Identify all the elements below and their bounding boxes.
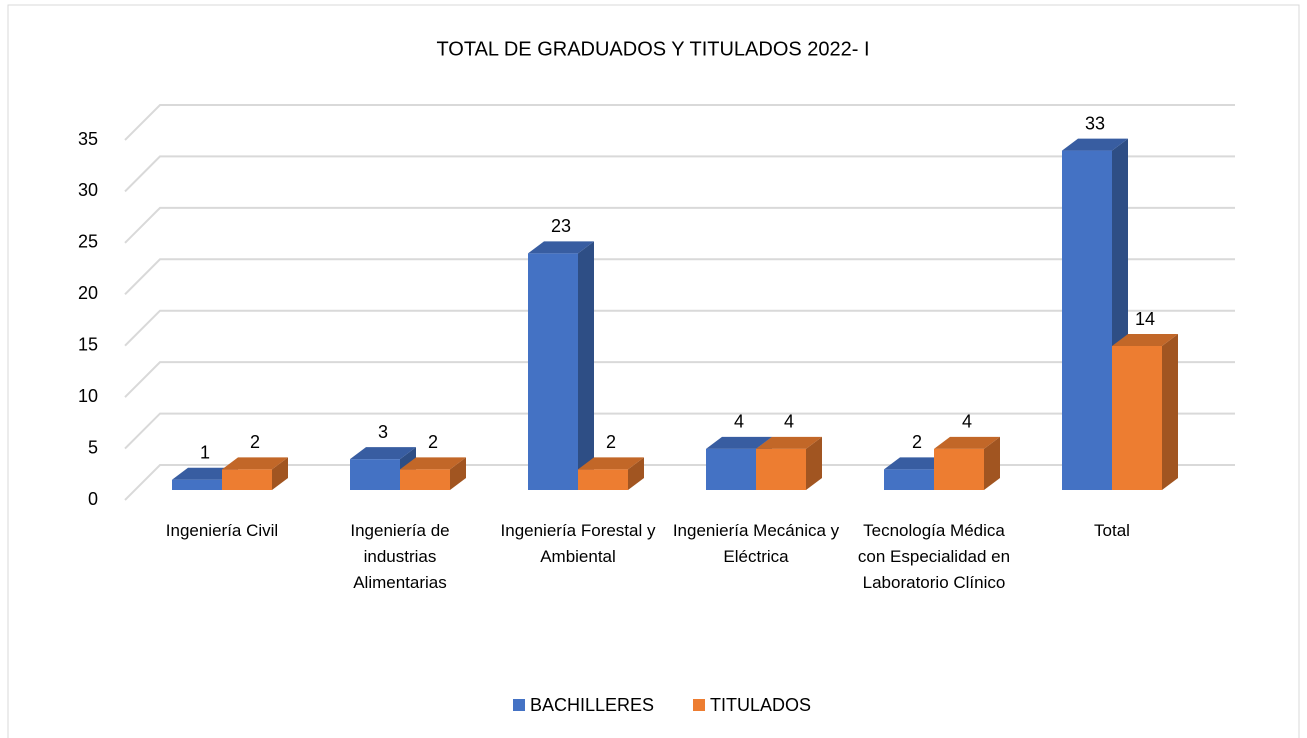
- y-tick-label: 25: [78, 232, 98, 252]
- legend-label: BACHILLERES: [530, 695, 654, 715]
- grid-line: [124, 309, 1235, 347]
- data-label: 14: [1135, 309, 1155, 329]
- x-tick-label: Tecnología Médica con Especialidad en La…: [857, 521, 1011, 592]
- bar-face: [578, 469, 628, 490]
- bar-face: [578, 457, 644, 470]
- bar-face: [450, 457, 466, 490]
- bar-face: [806, 436, 822, 490]
- grid-line: [124, 464, 1235, 501]
- data-label: 2: [428, 432, 438, 452]
- bar-face: [172, 479, 222, 490]
- x-tick-label: Ingeniería de industrias Alimentarias: [350, 521, 450, 592]
- bar-face: [1162, 334, 1178, 490]
- bar-face: [706, 436, 772, 449]
- data-label: 3: [378, 422, 388, 442]
- bar-face: [756, 448, 806, 490]
- legend-swatch: [513, 699, 525, 711]
- grid-line: [124, 258, 1235, 295]
- bar: [400, 457, 466, 490]
- bar-face: [222, 457, 288, 470]
- legend-label: TITULADOS: [710, 695, 811, 715]
- bar-face: [884, 469, 934, 490]
- y-tick-label: 15: [78, 334, 98, 354]
- bar-face: [756, 436, 822, 449]
- data-label: 4: [784, 412, 794, 432]
- data-label: 2: [912, 432, 922, 452]
- bar-face: [350, 447, 416, 460]
- bar-face: [628, 457, 644, 490]
- bar: [1112, 334, 1178, 490]
- bar: [756, 436, 822, 490]
- y-tick-label: 0: [88, 489, 98, 509]
- grid-line: [124, 206, 1235, 244]
- bar-face: [222, 469, 272, 490]
- bar-face: [1112, 334, 1178, 346]
- bar-face: [400, 469, 450, 490]
- y-tick-label: 30: [78, 180, 98, 200]
- chart-title: TOTAL DE GRADUADOS Y TITULADOS 2022- I: [436, 38, 869, 60]
- grid-line: [124, 412, 1235, 450]
- bar-face: [934, 436, 1000, 449]
- bar-face: [528, 241, 594, 254]
- x-tick-label: Ingeniería Forestal y Ambiental: [500, 521, 656, 566]
- bar-face: [272, 457, 288, 490]
- grid-line: [124, 104, 1235, 141]
- bar-face: [400, 457, 466, 470]
- bar-face: [706, 448, 756, 490]
- bar-face: [884, 457, 950, 470]
- bar-face: [1062, 138, 1128, 151]
- data-label: 23: [551, 216, 571, 236]
- bar: [578, 457, 644, 490]
- bar-face: [172, 467, 238, 480]
- legend-swatch: [693, 699, 705, 711]
- grid-line: [124, 361, 1235, 398]
- bar-face: [1062, 150, 1112, 491]
- bar-face: [934, 448, 984, 490]
- bar-face: [528, 253, 578, 490]
- x-tick-label: Ingeniería Mecánica y Eléctrica: [672, 521, 840, 566]
- y-tick-label: 5: [88, 437, 98, 457]
- frame: [7, 4, 1300, 738]
- bar: [934, 436, 1000, 490]
- x-tick-label: Total: [1094, 521, 1130, 540]
- data-label: 33: [1085, 113, 1105, 133]
- data-label: 2: [250, 432, 260, 452]
- x-tick-label: Ingeniería Civil: [165, 521, 279, 540]
- bar-face: [1112, 346, 1162, 490]
- data-label: 4: [962, 412, 972, 432]
- bar-face: [984, 436, 1000, 490]
- bar: [528, 241, 594, 490]
- y-tick-label: 10: [78, 386, 98, 406]
- data-label: 4: [734, 412, 744, 432]
- bar-face: [578, 241, 594, 490]
- bar-face: [350, 459, 400, 490]
- data-label: 2: [606, 432, 616, 452]
- grid-line: [124, 155, 1235, 193]
- bar: [222, 457, 288, 490]
- data-label: 1: [200, 442, 210, 462]
- y-tick-label: 35: [78, 129, 98, 149]
- y-tick-label: 20: [78, 283, 98, 303]
